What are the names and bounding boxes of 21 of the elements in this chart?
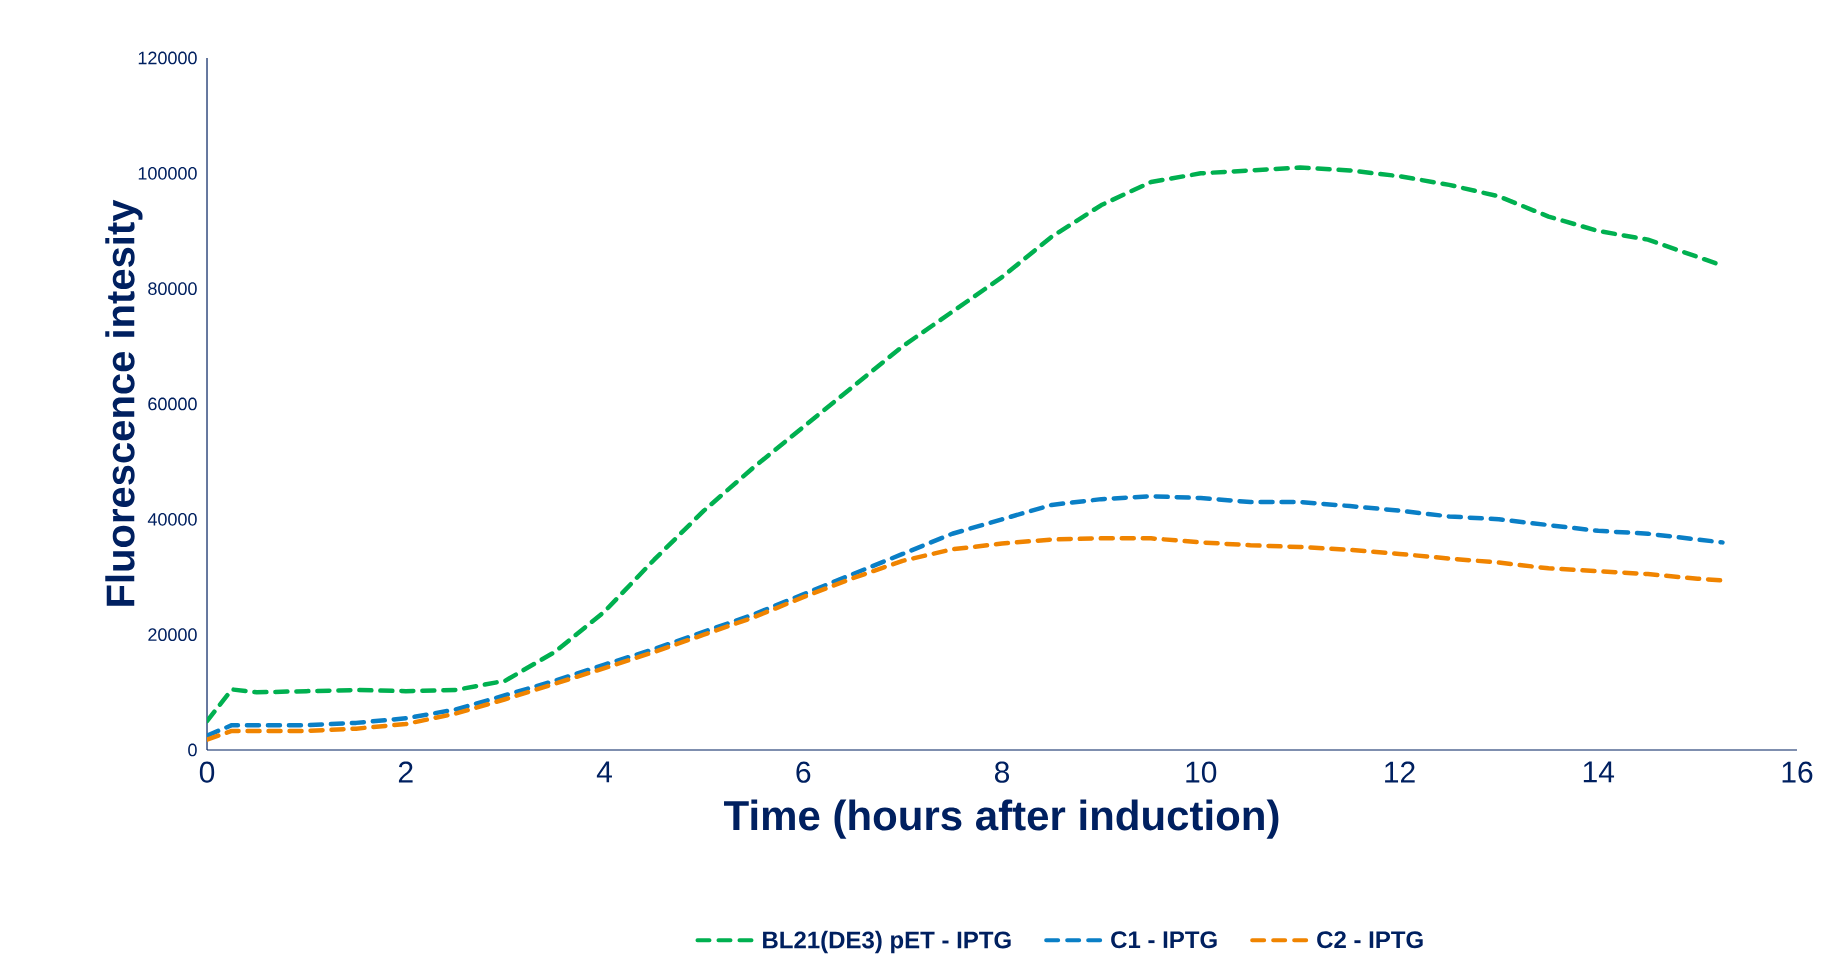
x-axis-title: Time (hours after induction): [724, 799, 1279, 839]
legend-label: C1 - IPTG: [1111, 931, 1217, 949]
y-tick-label: 20000: [148, 628, 197, 642]
y-tick-label: 80000: [148, 282, 197, 296]
x-tick-label: 6: [796, 761, 811, 783]
x-tick-label: 2: [398, 761, 413, 783]
x-tick-label: 10: [1186, 761, 1217, 783]
legend-label: C2 - IPTG: [1317, 931, 1423, 949]
x-tick-label: 16: [1782, 761, 1813, 783]
y-tick-label: 100000: [138, 166, 197, 180]
x-tick-label: 14: [1583, 761, 1615, 783]
legend-label: BL21(DE3) pET - IPTG: [763, 930, 1011, 954]
y-tick-label: 120000: [138, 51, 197, 65]
x-tick-label: 8: [994, 761, 1010, 783]
y-axis-title: Fluorescence intesity: [105, 199, 143, 606]
x-tick-label: 12: [1385, 761, 1415, 783]
y-tick-label: 0: [188, 743, 197, 757]
y-tick-label: 40000: [147, 512, 197, 526]
x-tick-label: 4: [596, 761, 612, 783]
y-tick-label: 60000: [148, 397, 197, 411]
x-tick-label: 0: [199, 761, 215, 783]
